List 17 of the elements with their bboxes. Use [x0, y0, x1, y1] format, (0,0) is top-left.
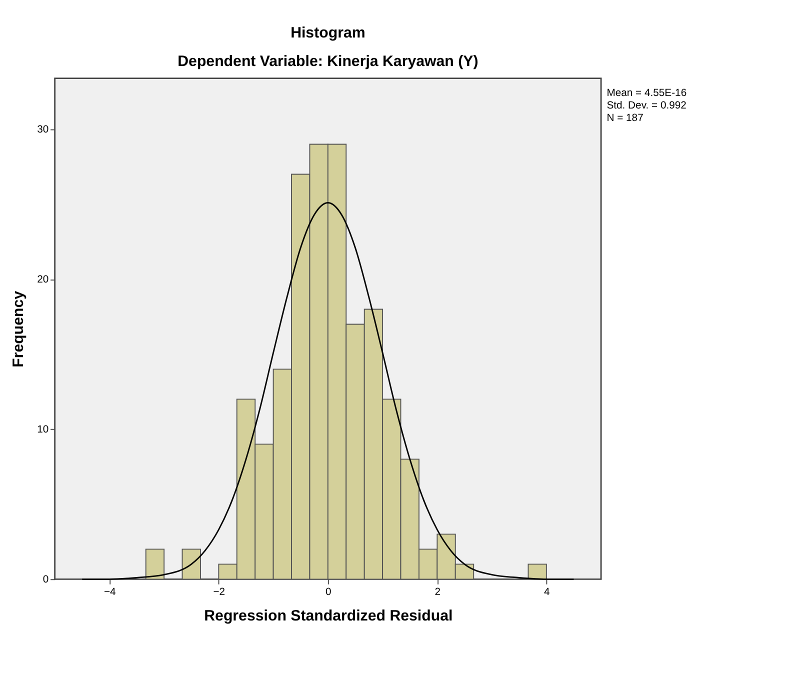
- x-tick-label: 2: [434, 586, 441, 598]
- x-tick-label: −4: [104, 586, 116, 598]
- text: Std. Dev. = 0.992: [606, 100, 687, 112]
- x-tick-label: 0: [326, 586, 332, 598]
- chart-subtitle: Dependent Variable: Kinerja Karyawan (Y): [178, 53, 478, 70]
- y-tick-label: 0: [42, 574, 49, 586]
- chart-title: Histogram: [290, 24, 366, 42]
- line-series: [81, 202, 574, 580]
- y-axis-title: Frequency: [10, 290, 27, 368]
- y-tick-label: 20: [37, 274, 49, 286]
- text: Mean = 4.55E-16: [606, 88, 687, 100]
- x-axis-title: Regression Standardized Residual: [204, 607, 453, 624]
- x-tick-label: 4: [544, 586, 550, 598]
- text: N = 187: [606, 112, 644, 124]
- y-tick-label: 10: [37, 424, 49, 436]
- y-tick-label: 30: [37, 124, 49, 136]
- x-tick-label: −2: [213, 586, 226, 598]
